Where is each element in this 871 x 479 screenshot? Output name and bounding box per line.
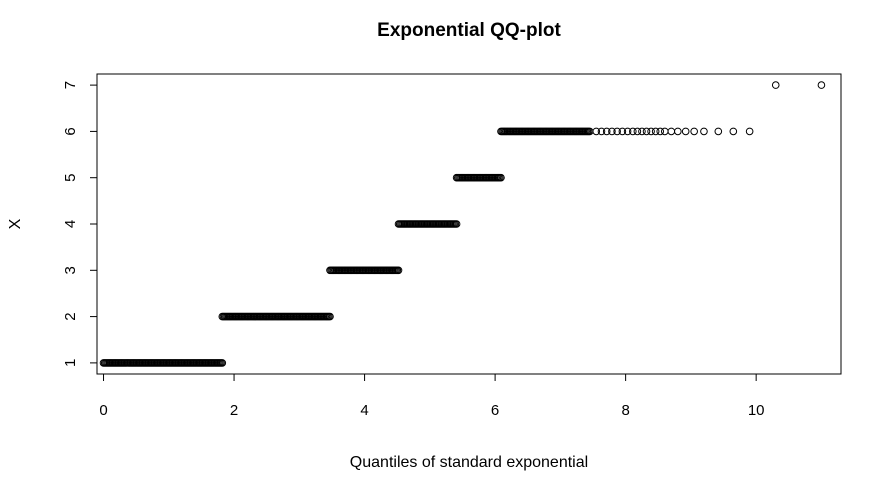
data-point: [618, 127, 627, 136]
y-tick-label: 5: [62, 174, 79, 182]
x-tick-label: 2: [230, 402, 238, 419]
y-tick-label: 4: [62, 220, 79, 228]
data-points: [99, 81, 826, 367]
y-tick-label: 2: [62, 312, 79, 320]
data-point: [633, 127, 642, 136]
x-tick-label: 0: [99, 402, 107, 419]
data-point: [602, 127, 611, 136]
data-point: [218, 359, 227, 367]
x-tick-label: 4: [360, 402, 368, 419]
data-point: [394, 266, 403, 275]
data-point: [651, 127, 660, 136]
x-axis-label: Quantiles of standard exponential: [350, 454, 588, 471]
y-tick-label: 1: [62, 359, 79, 367]
y-tick-label: 6: [62, 127, 79, 135]
data-point: [729, 127, 738, 136]
x-tick-label: 6: [491, 402, 499, 419]
chart-title: Exponential QQ-plot: [377, 20, 561, 41]
data-point: [597, 127, 606, 136]
y-tick-label: 7: [62, 81, 79, 89]
data-point: [326, 312, 334, 321]
data-point: [638, 127, 646, 136]
x-axis: 0 2 4 6 8 10: [99, 373, 765, 419]
data-point: [700, 127, 708, 136]
y-axis-label: X: [7, 218, 24, 229]
data-point: [647, 127, 655, 136]
data-point: [608, 127, 616, 136]
data-point: [817, 81, 826, 89]
data-point: [674, 127, 682, 136]
data-point: [623, 127, 632, 136]
data-point: [714, 127, 723, 136]
data-point: [642, 127, 651, 136]
data-point: [771, 81, 780, 89]
data-point: [660, 127, 669, 136]
data-point: [656, 127, 665, 136]
plot-frame: [96, 73, 842, 375]
data-point: [629, 127, 637, 136]
data-point: [592, 127, 601, 136]
y-tick-label: 3: [62, 266, 79, 274]
data-point: [745, 127, 754, 136]
data-point: [497, 173, 505, 182]
x-tick-label: 8: [621, 402, 629, 419]
data-point: [690, 127, 698, 136]
x-tick-label: 10: [748, 402, 765, 419]
data-point: [667, 127, 676, 136]
data-point: [452, 220, 461, 228]
data-point: [613, 127, 621, 136]
data-point: [681, 127, 690, 136]
y-axis: 1 2 3 4 5 6 7: [62, 81, 98, 367]
